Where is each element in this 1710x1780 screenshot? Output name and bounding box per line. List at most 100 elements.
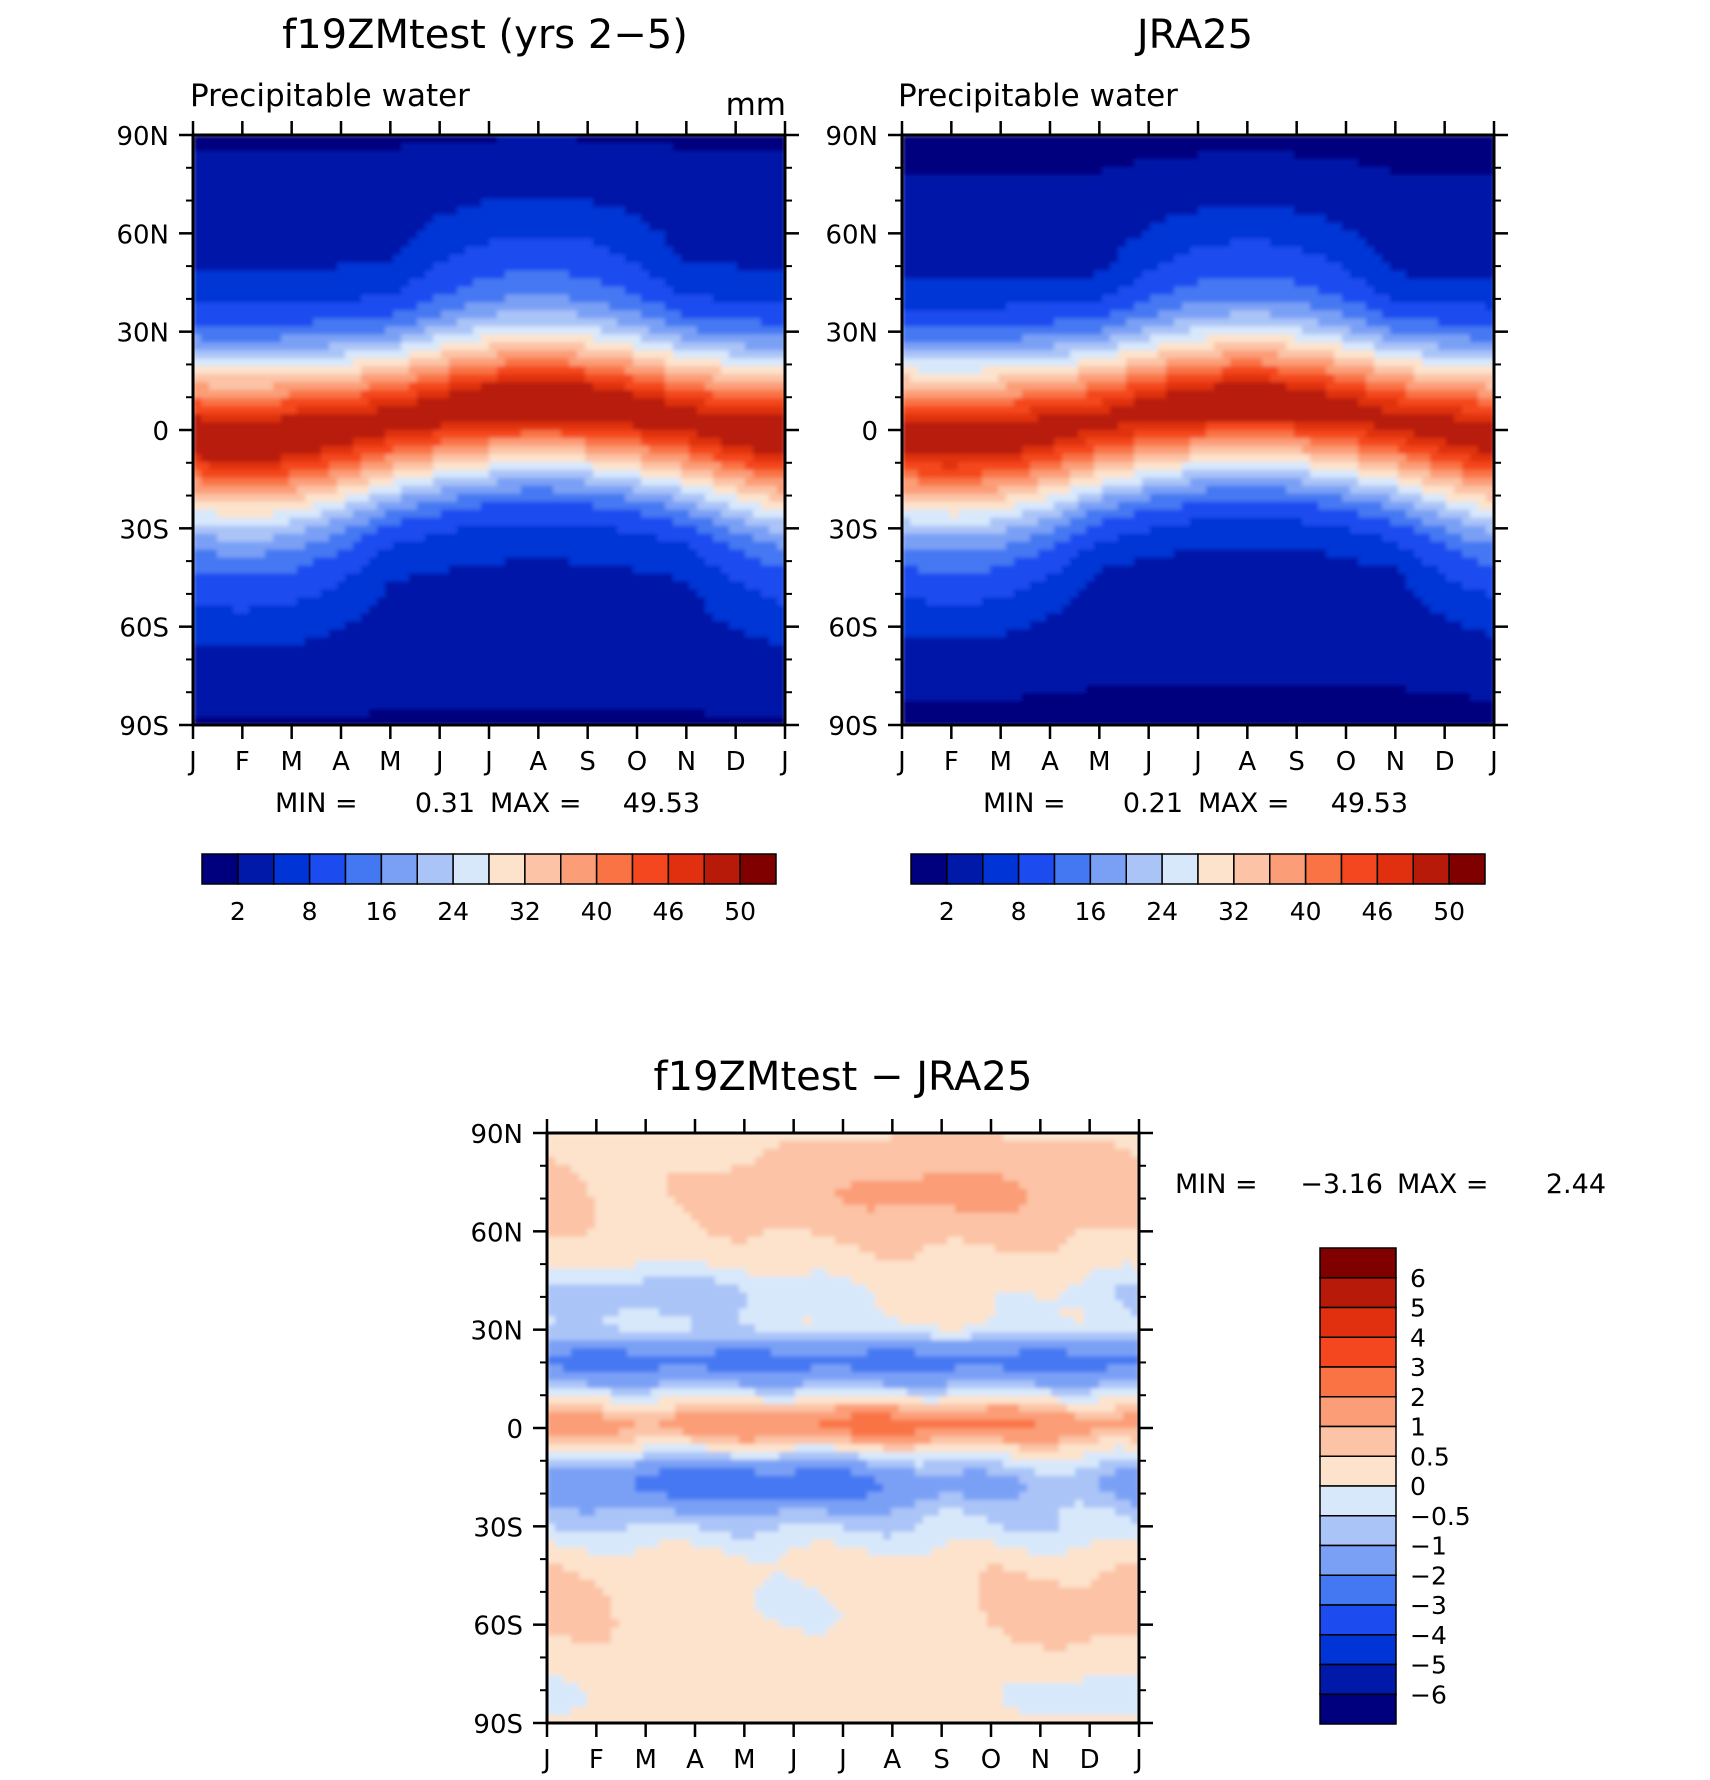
field-cell xyxy=(713,605,722,615)
field-cell xyxy=(689,469,698,479)
field-cell xyxy=(689,517,698,527)
field-cell xyxy=(193,653,202,663)
field-cell xyxy=(385,318,394,328)
field-cell xyxy=(249,318,258,328)
field-cell xyxy=(673,278,682,288)
field-cell xyxy=(553,605,562,615)
field-cell xyxy=(481,270,490,280)
field-cell xyxy=(633,182,642,192)
field-cell xyxy=(761,190,770,200)
field-cell xyxy=(697,294,706,304)
field-cell xyxy=(601,326,610,336)
field-cell xyxy=(593,326,602,336)
field-cell xyxy=(297,541,306,551)
field-cell xyxy=(241,605,250,615)
field-cell xyxy=(617,573,626,583)
field-cell xyxy=(489,557,498,567)
field-cell xyxy=(529,406,538,415)
field-cell xyxy=(425,382,434,391)
field-cell xyxy=(265,270,274,280)
field-cell xyxy=(209,246,218,256)
field-cell xyxy=(265,517,274,527)
field-cell xyxy=(265,581,274,591)
field-cell xyxy=(753,286,762,296)
field-cell xyxy=(273,573,282,583)
field-cell xyxy=(273,198,282,208)
field-cell xyxy=(521,166,530,176)
field-cell xyxy=(225,509,234,519)
field-cell xyxy=(481,286,490,296)
field-cell xyxy=(361,406,370,415)
field-cell xyxy=(305,653,314,663)
field-cell xyxy=(209,190,218,200)
field-cell xyxy=(217,350,226,360)
field-cell xyxy=(265,174,274,184)
field-cell xyxy=(353,190,362,200)
field-cell xyxy=(745,597,754,607)
field-cell xyxy=(593,262,602,272)
field-cell xyxy=(769,430,778,439)
field-cell xyxy=(521,573,530,583)
field-cell xyxy=(233,214,242,224)
field-cell xyxy=(673,350,682,360)
field-cell xyxy=(777,278,786,288)
field-cell xyxy=(537,246,546,256)
field-cell xyxy=(217,501,226,511)
field-cell xyxy=(465,430,474,439)
field-cell xyxy=(737,653,746,663)
field-cell xyxy=(425,573,434,583)
field-cell xyxy=(449,637,458,647)
field-cell xyxy=(305,501,314,511)
field-cell xyxy=(425,533,434,543)
field-cell xyxy=(353,366,362,375)
field-cell xyxy=(337,198,346,208)
field-cell xyxy=(681,645,690,655)
field-cell xyxy=(721,493,730,503)
field-cell xyxy=(297,669,306,678)
field-cell xyxy=(673,190,682,200)
field-cell xyxy=(289,174,298,184)
field-cell xyxy=(297,613,306,623)
field-cell xyxy=(625,469,634,479)
field-cell xyxy=(353,414,362,423)
field-cell xyxy=(369,270,378,280)
field-cell xyxy=(649,445,658,455)
field-cell xyxy=(713,366,722,375)
field-cell xyxy=(305,637,314,647)
field-cell xyxy=(449,557,458,567)
field-cell xyxy=(657,318,666,328)
field-cell xyxy=(361,135,370,144)
field-cell xyxy=(513,135,522,144)
field-cell xyxy=(665,461,674,471)
field-cell xyxy=(625,310,634,320)
field-cell xyxy=(737,358,746,368)
field-cell xyxy=(193,238,202,248)
field-cell xyxy=(641,509,650,519)
field-cell xyxy=(425,406,434,415)
field-cell xyxy=(329,613,338,623)
field-cell xyxy=(313,302,322,312)
field-cell xyxy=(593,597,602,607)
field-cell xyxy=(601,589,610,599)
field-cell xyxy=(569,310,578,320)
field-cell xyxy=(369,613,378,623)
field-cell xyxy=(625,302,634,312)
field-cell xyxy=(697,166,706,176)
field-cell xyxy=(521,342,530,352)
field-cell xyxy=(377,198,386,208)
field-cell xyxy=(313,661,322,670)
field-cell xyxy=(689,629,698,639)
field-cell xyxy=(361,477,370,487)
field-cell xyxy=(305,645,314,655)
field-cell xyxy=(265,294,274,304)
field-cell xyxy=(233,501,242,511)
field-cell xyxy=(553,453,562,463)
field-cell xyxy=(385,437,394,447)
field-cell xyxy=(705,286,714,296)
field-cell xyxy=(513,294,522,304)
field-cell xyxy=(281,414,290,423)
field-cell xyxy=(353,549,362,559)
field-cell xyxy=(777,230,786,240)
field-cell xyxy=(697,414,706,423)
field-cell xyxy=(481,509,490,519)
